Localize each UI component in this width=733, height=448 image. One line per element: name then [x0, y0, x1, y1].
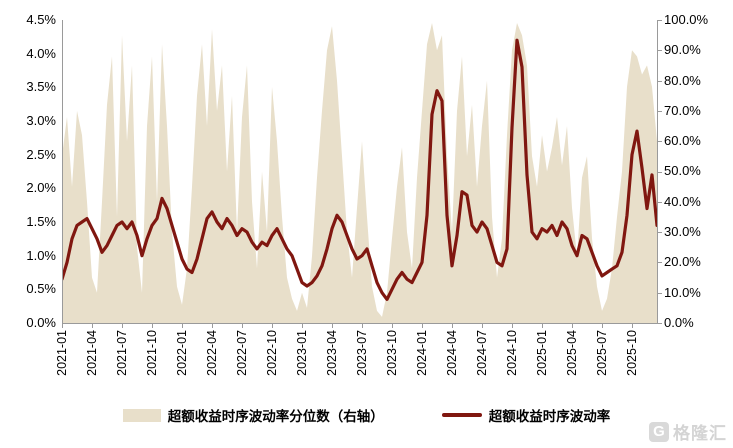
x-axis-tick-label: 2021-04 — [85, 330, 99, 376]
right-axis-line — [657, 20, 658, 323]
x-axis-tick — [242, 323, 243, 328]
x-axis-tick — [182, 323, 183, 328]
left-axis-tick-label: 0.0% — [26, 315, 56, 330]
x-axis-tick — [422, 323, 423, 328]
x-axis-tick-label: 2024-04 — [445, 330, 459, 376]
x-axis-tick — [152, 323, 153, 328]
x-axis-tick — [572, 323, 573, 328]
x-axis-tick — [302, 323, 303, 328]
area-series-swatch — [122, 408, 161, 422]
x-axis-tick-label: 2025-01 — [535, 330, 549, 376]
right-axis-tick — [657, 111, 662, 112]
x-axis-tick — [362, 323, 363, 328]
x-axis-tick-label: 2022-07 — [235, 330, 249, 376]
x-axis-tick — [482, 323, 483, 328]
x-axis-tick — [332, 323, 333, 328]
watermark: G 格隆汇 — [649, 419, 727, 444]
x-axis-tick — [512, 323, 513, 328]
x-axis-tick — [632, 323, 633, 328]
x-axis-tick — [122, 323, 123, 328]
legend-label-volatility: 超额收益时序波动率 — [488, 409, 611, 424]
x-axis-tick — [272, 323, 273, 328]
x-axis-tick — [392, 323, 393, 328]
legend: 超额收益时序波动率分位数（右轴） 超额收益时序波动率 — [0, 405, 733, 425]
right-axis-tick — [657, 172, 662, 173]
x-axis-tick-label: 2021-01 — [55, 330, 69, 376]
plot-area — [62, 23, 657, 323]
x-axis-tick — [542, 323, 543, 328]
x-axis-tick — [602, 323, 603, 328]
x-axis-tick — [212, 323, 213, 328]
right-axis-tick — [657, 202, 662, 203]
x-axis-tick-label: 2024-01 — [415, 330, 429, 376]
x-axis-tick-label: 2022-01 — [175, 330, 189, 376]
x-axis-tick-label: 2025-10 — [625, 330, 639, 376]
x-axis-tick-label: 2023-01 — [295, 330, 309, 376]
left-axis-tick-label: 1.5% — [26, 214, 56, 229]
bottom-axis-line — [62, 323, 658, 324]
right-axis-tick — [657, 141, 662, 142]
x-axis-tick-label: 2022-10 — [265, 330, 279, 376]
left-axis-tick-label: 0.5% — [26, 281, 56, 296]
left-axis-tick-label: 2.5% — [26, 147, 56, 162]
left-axis-tick-label: 4.0% — [26, 46, 56, 61]
right-axis-tick — [657, 323, 662, 324]
x-axis-tick-label: 2023-10 — [385, 330, 399, 376]
legend-label-percentile: 超额收益时序波动率分位数（右轴） — [167, 409, 384, 424]
gelonghui-logo-icon: G — [649, 421, 669, 442]
x-axis-tick-label: 2024-07 — [475, 330, 489, 376]
left-axis-tick-label: 1.0% — [26, 248, 56, 263]
right-axis-tick-label: 80.0% — [664, 73, 701, 88]
right-axis-tick — [657, 50, 662, 51]
right-axis-tick — [657, 20, 662, 21]
x-axis-tick-label: 2025-04 — [565, 330, 579, 376]
x-axis-tick-label: 2023-07 — [355, 330, 369, 376]
right-axis-tick — [657, 81, 662, 82]
right-axis-tick-label: 30.0% — [664, 224, 701, 239]
right-axis-tick-label: 40.0% — [664, 194, 701, 209]
right-axis-tick-label: 20.0% — [664, 254, 701, 269]
right-axis-tick-label: 60.0% — [664, 133, 701, 148]
x-axis-tick-label: 2023-04 — [325, 330, 339, 376]
right-axis-tick-label: 10.0% — [664, 285, 701, 300]
x-axis-tick-label: 2021-07 — [115, 330, 129, 376]
x-axis-tick — [452, 323, 453, 328]
right-axis-tick-label: 50.0% — [664, 163, 701, 178]
right-axis-tick-label: 0.0% — [664, 315, 694, 330]
watermark-text: 格隆汇 — [673, 424, 727, 443]
left-axis-tick-label: 2.0% — [26, 180, 56, 195]
left-axis-line — [62, 20, 63, 323]
right-axis-tick-label: 70.0% — [664, 103, 701, 118]
left-axis-tick-label: 3.5% — [26, 79, 56, 94]
x-axis-tick — [62, 323, 63, 328]
right-axis-tick-label: 90.0% — [664, 42, 701, 57]
x-axis-tick-label: 2022-04 — [205, 330, 219, 376]
left-axis-tick-label: 3.0% — [26, 113, 56, 128]
x-axis-tick — [92, 323, 93, 328]
right-axis-tick — [657, 232, 662, 233]
right-axis-tick — [657, 293, 662, 294]
line-series-swatch — [441, 413, 482, 417]
right-axis-tick — [657, 262, 662, 263]
x-axis-tick-label: 2024-10 — [505, 330, 519, 376]
right-axis-tick-label: 100.0% — [664, 12, 709, 27]
x-axis-tick-label: 2025-07 — [595, 330, 609, 376]
legend-item-percentile: 超额收益时序波动率分位数（右轴） — [122, 405, 384, 425]
x-axis-tick-label: 2021-10 — [145, 330, 159, 376]
legend-item-volatility: 超额收益时序波动率 — [441, 405, 611, 425]
left-axis-tick-label: 4.5% — [26, 12, 56, 27]
